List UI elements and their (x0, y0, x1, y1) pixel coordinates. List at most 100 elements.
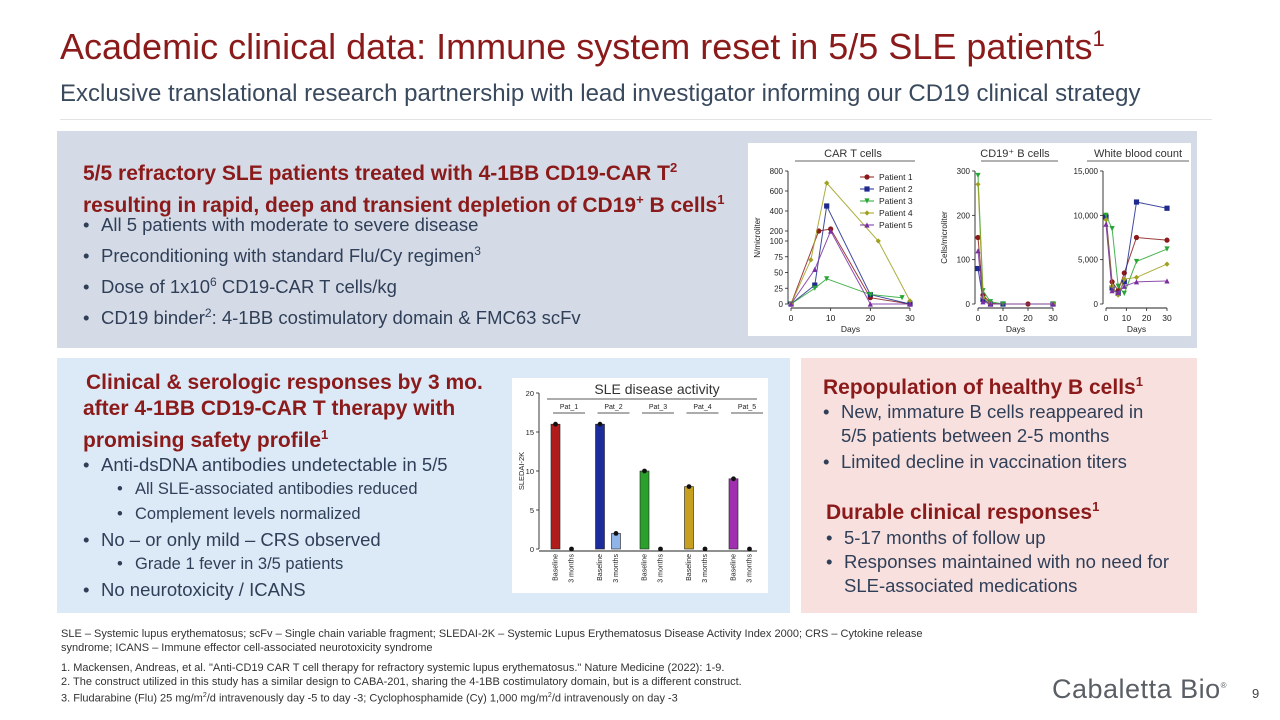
legend-marker (864, 198, 870, 204)
data-point (788, 301, 794, 307)
bar (728, 478, 739, 550)
page-number: 9 (1252, 686, 1260, 701)
y-tick-label: 200 (957, 211, 971, 220)
bar-value-point (642, 468, 647, 474)
sle-activity-chart-panel: SLE disease activity 0 5 10 15 20 SLEDAI-2K Pat… (512, 378, 768, 593)
data-point (1133, 274, 1140, 280)
y-tick-label: 15,000 (1074, 167, 1099, 176)
company-logo: Cabaletta Bio® (1052, 674, 1228, 704)
series-line-patient-4 (977, 184, 1053, 305)
y-tick-label: 5,000 (1078, 256, 1099, 265)
series-line-patient-5 (1105, 224, 1168, 294)
x-category-label: Baseline (553, 554, 560, 581)
reference-1: 1. Mackensen, Andreas, et al. "Anti-CD19… (61, 662, 725, 674)
bar (639, 470, 650, 550)
x-category-label: Baseline (642, 554, 649, 581)
data-point (987, 301, 994, 307)
bar-value-point (731, 476, 736, 482)
references-footnote: 1. Mackensen, Andreas, et al. "Anti-CD19… (61, 661, 742, 706)
data-point (1164, 237, 1170, 243)
data-point (1121, 283, 1127, 289)
y-tick-label: 10,000 (1074, 211, 1099, 220)
y-tick-label: 5 (530, 506, 534, 515)
series-line-patient-2 (977, 268, 1053, 305)
y-tick-label: 0 (530, 545, 534, 554)
x-category-label: Baseline (597, 554, 604, 581)
repopulation-heading: Repopulation of healthy B cells1 (823, 374, 1143, 399)
reference-3: 3. Fludarabine (Flu) 25 mg/m2/d intraven… (61, 692, 678, 705)
bar-value-point (686, 484, 692, 489)
x-tick-label: 30 (1162, 313, 1172, 323)
y-tick-label: 20 (526, 389, 534, 398)
y-tick-label: 15 (526, 428, 534, 437)
sle-activity-chart-svg: SLE disease activity 0 5 10 15 20 SLEDAI-2K Pat… (517, 381, 763, 583)
bullet-item: • No – or only mild – CRS observed (83, 529, 381, 550)
group-label: Pat_4 (693, 404, 711, 411)
bar-value-point (553, 421, 558, 427)
y-tick-label: 0 (966, 300, 971, 309)
series-line-patient-3 (977, 175, 1053, 305)
x-category-label: 3 months (613, 554, 620, 583)
bullet-item: • Preconditioning with standard Flu/Cy re… (83, 244, 481, 267)
data-point (812, 266, 818, 272)
durable-heading: Durable clinical responses1 (826, 499, 1100, 524)
data-point (1133, 234, 1140, 241)
data-point (975, 234, 981, 241)
bar-value-point (702, 546, 708, 552)
data-point (1121, 290, 1127, 296)
legend-label: Patient 1 (879, 172, 913, 182)
data-point (1164, 261, 1170, 267)
y-tick-label: 600 (770, 187, 784, 196)
repopulation-bullets: • New, immature B cells reappeared in 5/5… (823, 400, 1143, 474)
group-label: Pat_5 (738, 404, 756, 411)
series-line-patient-1 (977, 237, 1053, 305)
data-point (1103, 221, 1109, 227)
cell-charts-panel: CAR T cells 0 25 50 75 100 200 400 600 800 0 10 20 30… (748, 143, 1191, 336)
data-point (812, 285, 818, 291)
x-category-label: 3 months (747, 554, 754, 583)
y-tick-label: 100 (770, 237, 784, 246)
bar-value-point (747, 546, 752, 552)
bullet-item: • New, immature B cells reappeared in (823, 401, 1144, 422)
x-tick-label: 20 (1142, 313, 1152, 323)
legend-label: Patient 4 (879, 208, 913, 218)
bar (684, 486, 694, 550)
legend-label: Patient 5 (879, 220, 913, 230)
legend-label: Patient 3 (879, 196, 913, 206)
data-point (1164, 205, 1170, 211)
top-panel-heading: 5/5 refractory SLE patients treated with… (83, 160, 725, 217)
x-category-label: 3 months (702, 554, 709, 583)
chart-title: White blood count (1094, 148, 1182, 160)
bullet-continuation: 5/5 patients between 2-5 months (841, 425, 1110, 446)
bullet-item: • 5-17 months of follow up (826, 527, 1046, 548)
left-panel-heading: Clinical & serologic responses by 3 mo. … (83, 371, 483, 452)
bar (595, 423, 605, 550)
bar (550, 423, 561, 550)
bar-chart-sle: SLE disease activity 0 5 10 15 20 SLEDAI-2K Pat… (517, 381, 763, 583)
bullet-item: • Anti-dsDNA antibodies undetectable in 5… (83, 454, 448, 475)
y-tick-label: 400 (770, 207, 784, 216)
group-label: Pat_2 (604, 404, 622, 411)
data-point (899, 295, 905, 301)
data-point (980, 299, 986, 305)
legend-marker (864, 186, 870, 192)
bar-value-point (597, 421, 603, 427)
sub-bullet-item: • Complement levels normalized (117, 505, 361, 523)
y-tick-label: 100 (957, 256, 971, 265)
data-point (1133, 258, 1140, 265)
data-point (1133, 279, 1140, 285)
x-axis-label: Days (1006, 324, 1025, 334)
x-tick-label: 20 (1023, 313, 1033, 323)
legend-label: Patient 2 (879, 184, 913, 194)
abbreviations-footnote: SLE – Systemic lupus erythematosus; scFv… (61, 627, 922, 655)
page-subtitle: Exclusive translational research partner… (60, 80, 1141, 107)
x-category-label: 3 months (658, 554, 665, 583)
chart-title: SLE disease activity (594, 381, 719, 397)
data-point (907, 301, 913, 307)
line-chart-wbc: White blood count 0 5,000 10,000 15,000 0 10 20… (1074, 148, 1189, 334)
x-tick-label: 10 (1122, 313, 1132, 323)
y-tick-label: 25 (774, 284, 783, 293)
data-point (975, 248, 981, 254)
line-chart-cd19-b: CD19⁺ B cells 0 100 200 300 0 10 20 30 Days Cells/… (940, 148, 1058, 334)
